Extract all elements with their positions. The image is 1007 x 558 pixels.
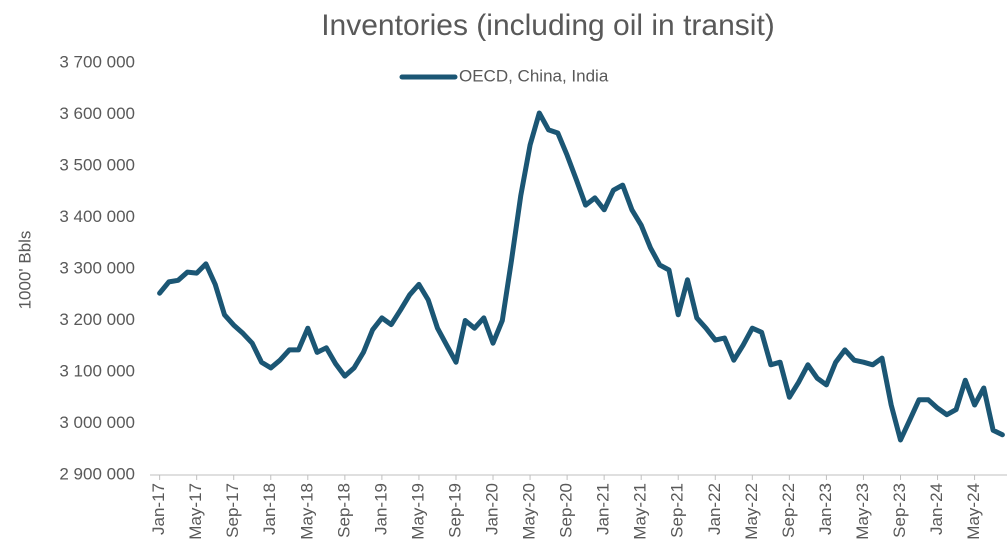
series-line bbox=[157, 110, 1005, 443]
y-tick-label: 3 100 000 bbox=[59, 361, 135, 380]
x-tick-label: May-22 bbox=[742, 483, 761, 540]
legend-label: OECD, China, India bbox=[459, 66, 609, 85]
y-tick-label: 3 400 000 bbox=[59, 207, 135, 226]
x-tick-label: May-19 bbox=[408, 483, 427, 540]
x-tick-label: Jan-23 bbox=[816, 483, 835, 535]
x-tick-label: May-17 bbox=[186, 483, 205, 540]
x-tick-label: Sep-18 bbox=[334, 483, 353, 538]
x-tick-label: Sep-19 bbox=[445, 483, 464, 538]
y-tick-label: 3 700 000 bbox=[59, 52, 135, 71]
x-tick-label: Jan-20 bbox=[483, 483, 502, 535]
x-tick-label: Jan-18 bbox=[260, 483, 279, 535]
y-tick-label: 3 200 000 bbox=[59, 310, 135, 329]
x-tick-label: Sep-23 bbox=[890, 483, 909, 538]
x-tick-label: Jan-21 bbox=[594, 483, 613, 535]
x-tick-label: Sep-21 bbox=[668, 483, 687, 538]
x-tick-label: Jan-22 bbox=[705, 483, 724, 535]
x-tick-label: Jan-24 bbox=[927, 483, 946, 535]
x-tick-label: May-21 bbox=[631, 483, 650, 540]
x-tick-label: Jan-19 bbox=[371, 483, 390, 535]
x-tick-label: Sep-22 bbox=[779, 483, 798, 538]
x-tick-label: May-23 bbox=[853, 483, 872, 540]
y-tick-label: 2 900 000 bbox=[59, 464, 135, 483]
y-tick-label: 3 000 000 bbox=[59, 413, 135, 432]
x-tick-label: May-20 bbox=[520, 483, 539, 540]
x-tick-label: May-18 bbox=[297, 483, 316, 540]
x-tick-label: Sep-17 bbox=[223, 483, 242, 538]
x-tick-label: Jan-17 bbox=[149, 483, 168, 535]
x-tick-label: May-24 bbox=[964, 483, 983, 540]
y-tick-label: 3 500 000 bbox=[59, 155, 135, 174]
x-tick-label: Sep-20 bbox=[557, 483, 576, 538]
chart-title: Inventories (including oil in transit) bbox=[321, 9, 775, 42]
y-axis-title: 1000' Bbls bbox=[15, 231, 34, 310]
y-tick-label: 3 300 000 bbox=[59, 258, 135, 277]
y-tick-label: 3 600 000 bbox=[59, 104, 135, 123]
